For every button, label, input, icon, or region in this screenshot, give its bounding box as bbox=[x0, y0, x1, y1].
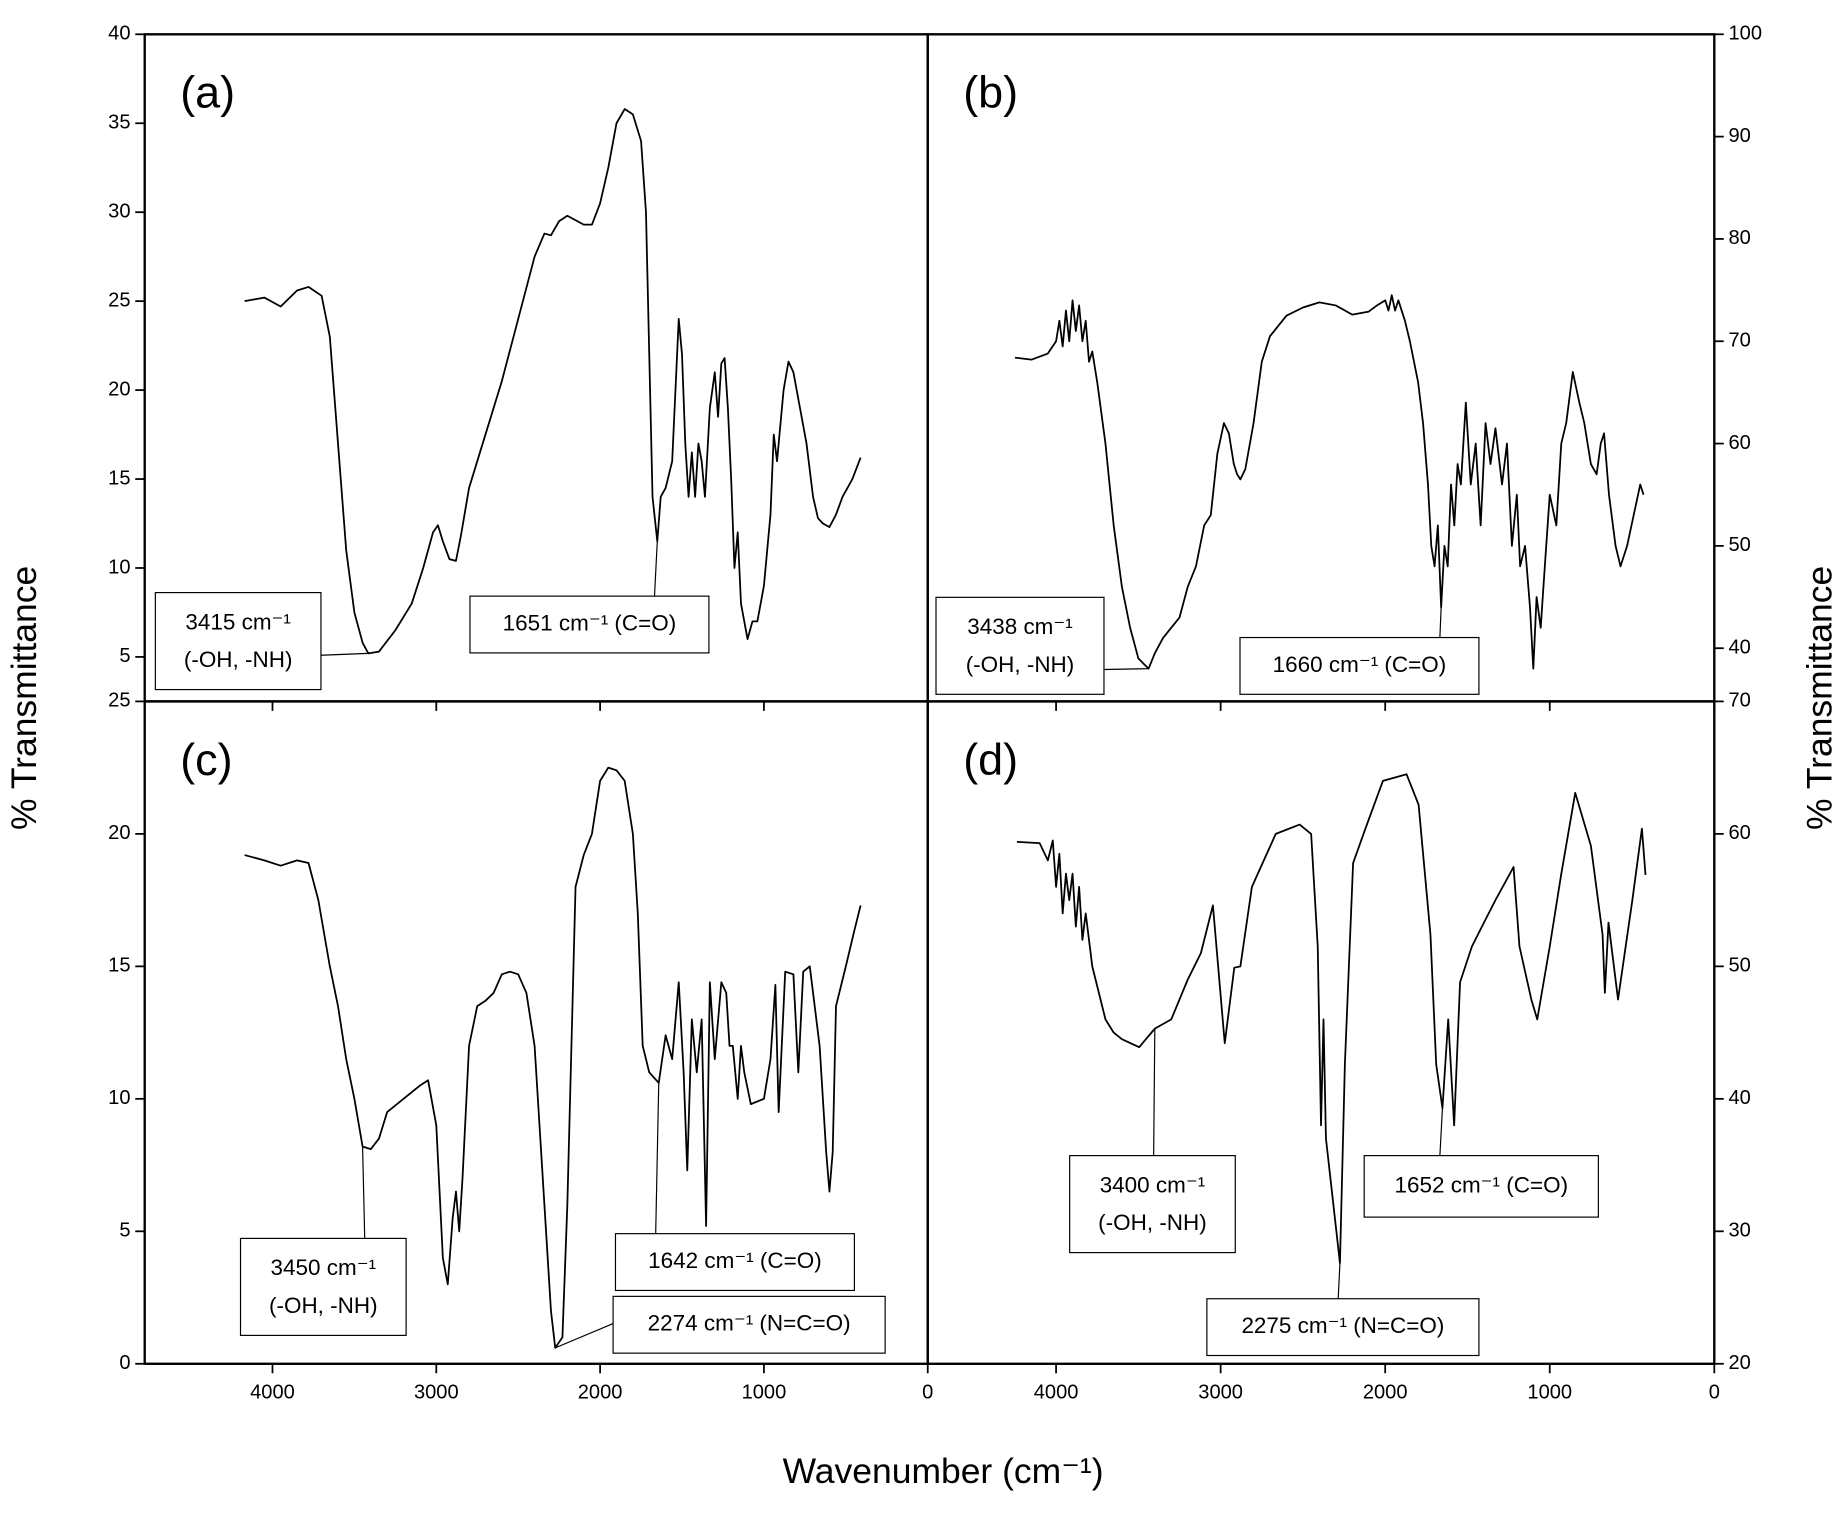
y-tick-label: 0 bbox=[119, 1352, 130, 1374]
annotation-text: (-OH, -NH) bbox=[184, 647, 293, 672]
y-tick-label: 20 bbox=[108, 822, 130, 844]
y-tick-label: 5 bbox=[119, 1220, 130, 1242]
panel-label: (c) bbox=[180, 734, 232, 785]
y-tick-label: 70 bbox=[1728, 690, 1750, 712]
y-tick-label: 70 bbox=[1728, 330, 1750, 352]
spectrum-line bbox=[244, 766, 862, 1349]
y-tick-label: 40 bbox=[108, 23, 130, 45]
annotation-text: 1660 cm⁻¹ (C=O) bbox=[1273, 652, 1447, 677]
annotation-text: (-OH, -NH) bbox=[1098, 1210, 1207, 1235]
y-tick-label: 25 bbox=[108, 690, 130, 712]
y-tick-label: 40 bbox=[1728, 1087, 1750, 1109]
y-axis-title-right: % Transmittance bbox=[1799, 566, 1839, 830]
annotation-box bbox=[469, 595, 710, 654]
annotation-box bbox=[1069, 1155, 1236, 1254]
y-tick-label: 60 bbox=[1728, 432, 1750, 454]
annotation-pointer bbox=[653, 541, 658, 597]
annotation-pointer bbox=[1337, 1263, 1341, 1299]
x-tick-label: 0 bbox=[1709, 1382, 1720, 1404]
annotation-text: 3400 cm⁻¹ bbox=[1100, 1172, 1206, 1197]
x-tick-label: 4000 bbox=[250, 1382, 295, 1404]
spectrum-line bbox=[244, 108, 862, 655]
panel-frame bbox=[926, 700, 1716, 1365]
y-tick-label: 40 bbox=[1728, 637, 1750, 659]
annotation-box bbox=[154, 591, 322, 691]
panel-label: (a) bbox=[180, 67, 235, 118]
y-tick-label: 90 bbox=[1728, 125, 1750, 147]
annotation-box bbox=[239, 1237, 407, 1336]
x-tick-label: 1000 bbox=[1527, 1382, 1572, 1404]
annotation-text: 1652 cm⁻¹ (C=O) bbox=[1395, 1172, 1569, 1197]
y-tick-label: 100 bbox=[1728, 23, 1762, 45]
annotation-text: 3415 cm⁻¹ bbox=[185, 609, 291, 634]
annotation-text: 3450 cm⁻¹ bbox=[271, 1255, 377, 1280]
y-tick-label: 30 bbox=[1728, 1220, 1750, 1242]
annotation-text: 1651 cm⁻¹ (C=O) bbox=[503, 610, 677, 635]
annotation-text: (-OH, -NH) bbox=[269, 1293, 378, 1318]
annotation-box bbox=[1239, 636, 1480, 695]
x-tick-label: 0 bbox=[922, 1382, 933, 1404]
annotation-pointer bbox=[1103, 668, 1149, 671]
annotation-pointer bbox=[361, 1146, 366, 1239]
x-tick-label: 2000 bbox=[1363, 1382, 1408, 1404]
annotation-text: 1642 cm⁻¹ (C=O) bbox=[648, 1248, 822, 1273]
annotation-box bbox=[1206, 1298, 1480, 1357]
annotation-pointer bbox=[554, 1323, 614, 1349]
spectrum-line bbox=[1014, 294, 1645, 670]
annotation-pointer bbox=[1439, 1108, 1444, 1156]
panel-label: (b) bbox=[963, 67, 1018, 118]
annotation-text: 2274 cm⁻¹ (N=C=O) bbox=[648, 1311, 851, 1336]
y-tick-label: 35 bbox=[108, 112, 130, 134]
x-tick-label: 3000 bbox=[1198, 1382, 1243, 1404]
annotation-text: (-OH, -NH) bbox=[966, 652, 1075, 677]
y-tick-label: 50 bbox=[1728, 955, 1750, 977]
y-tick-label: 30 bbox=[108, 201, 130, 223]
annotation-box bbox=[614, 1233, 855, 1292]
y-tick-label: 15 bbox=[108, 955, 130, 977]
spectrum-line bbox=[1016, 773, 1647, 1264]
y-tick-label: 20 bbox=[1728, 1352, 1750, 1374]
x-tick-label: 4000 bbox=[1034, 1382, 1079, 1404]
annotation-pointer bbox=[320, 652, 369, 656]
y-tick-label: 50 bbox=[1728, 534, 1750, 556]
annotation-box bbox=[935, 596, 1105, 695]
annotation-box bbox=[612, 1295, 886, 1354]
y-axis-title: % Transmittance bbox=[4, 566, 44, 830]
y-tick-label: 25 bbox=[108, 289, 130, 311]
x-tick-label: 3000 bbox=[414, 1382, 459, 1404]
x-axis-title: Wavenumber (cm⁻¹) bbox=[783, 1451, 1104, 1491]
x-tick-label: 1000 bbox=[742, 1382, 787, 1404]
annotation-box bbox=[1363, 1155, 1599, 1218]
annotation-pointer bbox=[1439, 607, 1442, 638]
y-tick-label: 5 bbox=[119, 645, 130, 667]
y-tick-label: 10 bbox=[108, 556, 130, 578]
y-tick-label: 10 bbox=[108, 1087, 130, 1109]
panel-label: (d) bbox=[963, 734, 1018, 785]
y-tick-label: 80 bbox=[1728, 227, 1750, 249]
annotation-text: 2275 cm⁻¹ (N=C=O) bbox=[1241, 1313, 1444, 1338]
x-tick-label: 2000 bbox=[578, 1382, 623, 1404]
annotation-pointer bbox=[1153, 1028, 1156, 1156]
annotation-pointer bbox=[655, 1082, 660, 1234]
annotation-text: 3438 cm⁻¹ bbox=[967, 614, 1073, 639]
y-tick-label: 15 bbox=[108, 467, 130, 489]
y-tick-label: 60 bbox=[1728, 822, 1750, 844]
y-tick-label: 20 bbox=[108, 378, 130, 400]
